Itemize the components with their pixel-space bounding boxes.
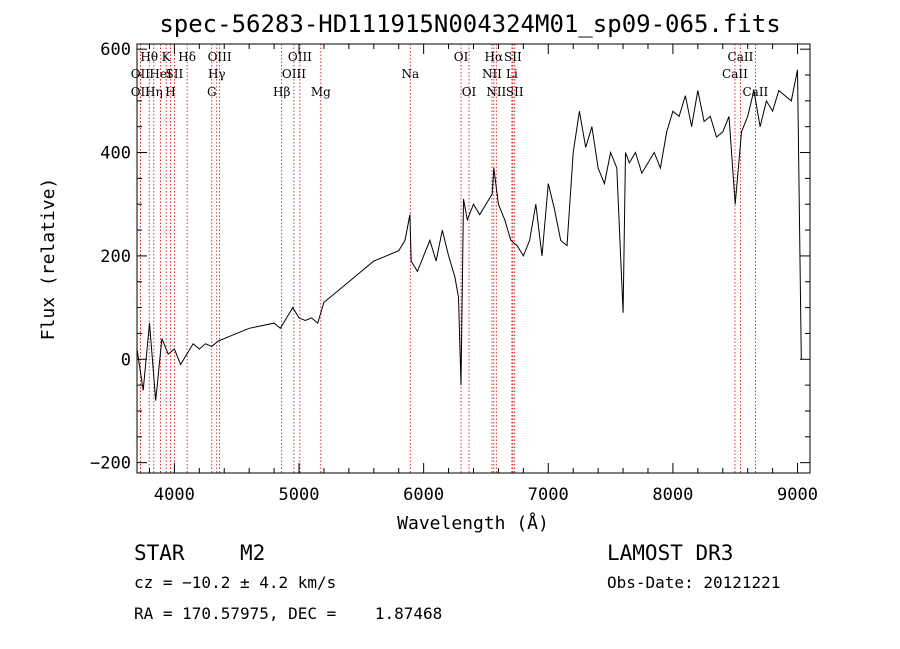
y-axis: −200 0 200 400 600 xyxy=(90,40,810,474)
object-subclass: M2 xyxy=(240,541,265,565)
spectrum-line xyxy=(136,69,802,401)
redshift-info: cz = −10.2 ± 4.2 km/s xyxy=(134,573,336,592)
y-axis-label: Flux (relative) xyxy=(38,178,59,341)
x-axis-label: Wavelength (Å) xyxy=(397,512,549,534)
line-marker-label: Hθ xyxy=(140,50,158,64)
x-axis: 4000 5000 6000 7000 8000 9000 xyxy=(148,44,818,505)
x-tick-label: 4000 xyxy=(154,485,195,505)
line-marker-label: Hα xyxy=(485,50,504,64)
y-tick-label: 200 xyxy=(100,247,131,267)
y-tick-label: 600 xyxy=(100,40,131,60)
line-marker-label: HeI xyxy=(149,67,172,81)
line-marker-label: OI xyxy=(462,85,477,99)
x-tick-label: 5000 xyxy=(279,485,320,505)
x-tick-label: 6000 xyxy=(403,485,444,505)
line-marker-label: Na xyxy=(401,67,419,81)
line-marker-label: NII xyxy=(482,67,502,81)
x-tick-label: 8000 xyxy=(652,485,693,505)
line-marker-label: H xyxy=(165,85,175,99)
x-tick-label: 7000 xyxy=(528,485,569,505)
line-marker-label: OI xyxy=(454,50,469,64)
survey-name: LAMOST DR3 xyxy=(607,541,733,565)
line-label-layer: OII OII Hθ Hη HeI K H SII Hδ G Hγ OIII Hβ OIII OIII Mg N… xyxy=(131,50,769,99)
line-marker-layer xyxy=(139,44,756,473)
line-marker-label: NII xyxy=(486,85,506,99)
plot-frame xyxy=(136,43,811,474)
line-marker-label: Hγ xyxy=(208,67,226,81)
line-marker-label: CaII xyxy=(742,85,768,99)
chart-title: spec-56283-HD111915N004324M01_sp09-065.f… xyxy=(159,10,780,38)
line-marker-label: SII xyxy=(506,85,524,99)
line-marker-label: OII xyxy=(131,85,151,99)
line-marker-label: OIII xyxy=(282,67,306,81)
line-marker-label: CaII xyxy=(722,67,748,81)
line-marker-label: OIII xyxy=(208,50,232,64)
line-marker-label: Hδ xyxy=(178,50,196,64)
x-tick-label: 9000 xyxy=(777,485,818,505)
line-marker-label: OIII xyxy=(288,50,312,64)
line-marker-label: Mg xyxy=(311,85,331,99)
line-marker-label: Li xyxy=(506,67,518,81)
line-marker-label: G xyxy=(207,85,217,99)
line-marker-label: SII xyxy=(504,50,522,64)
object-type: STAR xyxy=(134,541,185,565)
line-marker-label: CaII xyxy=(728,50,754,64)
obs-date: Obs-Date: 20121221 xyxy=(607,573,780,592)
line-marker-label: SII xyxy=(166,67,184,81)
coordinates-info: RA = 170.57975, DEC = 1.87468 xyxy=(134,604,442,623)
line-marker-label: Hη xyxy=(145,85,163,99)
line-marker-label: OII xyxy=(131,67,151,81)
y-tick-label: 400 xyxy=(100,144,131,164)
y-tick-label: 0 xyxy=(121,350,131,370)
y-tick-label: −200 xyxy=(90,454,131,474)
line-marker-label: Hβ xyxy=(273,85,290,99)
line-marker-label: K xyxy=(162,50,172,64)
